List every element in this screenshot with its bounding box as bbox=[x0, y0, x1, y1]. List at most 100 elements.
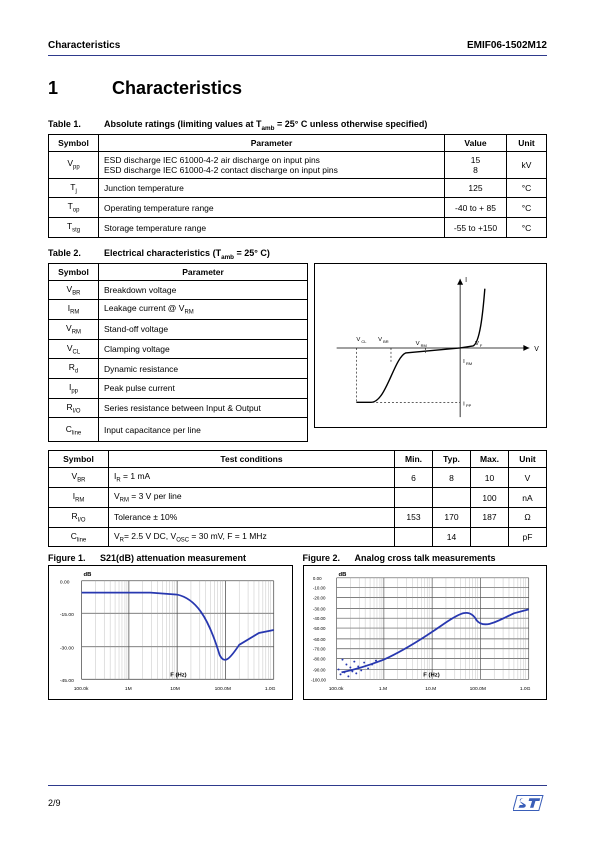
cell-cond: VRM = 3 V per line bbox=[109, 488, 395, 508]
chart1-xlabel: F (Hz) bbox=[170, 673, 186, 679]
table-row: Vpp ESD discharge IEC 61000-4-2 air disc… bbox=[49, 151, 547, 178]
cell-value: 125 bbox=[445, 178, 507, 198]
ytick: -70.00 bbox=[312, 647, 325, 652]
cell-unit: °C bbox=[507, 178, 547, 198]
ytick: -15.00 bbox=[60, 612, 74, 618]
cell-typ bbox=[433, 488, 471, 508]
cell-typ: 8 bbox=[433, 468, 471, 488]
table-row: Top Operating temperature range -40 to +… bbox=[49, 198, 547, 218]
ytick: -10.00 bbox=[312, 586, 325, 591]
col-symbol: Symbol bbox=[49, 263, 99, 280]
ytick: -20.00 bbox=[312, 596, 325, 601]
cell-value: 158 bbox=[445, 151, 507, 178]
cell-parameter: Clamping voltage bbox=[99, 339, 308, 359]
cell-max bbox=[471, 527, 509, 547]
cell-symbol: Rd bbox=[49, 359, 99, 379]
cell-symbol: Tstg bbox=[49, 218, 99, 238]
table1-caption-text: Absolute ratings (limiting values at Tam… bbox=[104, 119, 427, 129]
cell-symbol: RI/O bbox=[49, 398, 99, 418]
crosstalk-chart: dB 0.00 -10.00 -20.00 -30.00 bbox=[304, 566, 547, 699]
cell-symbol: VRM bbox=[49, 320, 99, 340]
col-max: Max. bbox=[471, 451, 509, 468]
cell-value: -55 to +150 bbox=[445, 218, 507, 238]
cell-parameter: Junction temperature bbox=[99, 178, 445, 198]
table2-caption-text: Electrical characteristics (Tamb = 25° C… bbox=[104, 248, 270, 258]
cell-min bbox=[395, 527, 433, 547]
col-conditions: Test conditions bbox=[109, 451, 395, 468]
table-row: RdDynamic resistance bbox=[49, 359, 308, 379]
xtick: 100.0k bbox=[74, 686, 89, 692]
xtick: 1M bbox=[125, 686, 132, 692]
cell-symbol: Ipp bbox=[49, 379, 99, 399]
ytick: -45.00 bbox=[60, 678, 74, 684]
chart2-ylabel: dB bbox=[338, 572, 346, 578]
chart1-trace bbox=[82, 593, 274, 660]
figure1-chart: dB 0.00 -15.00 -30.00 -45.00 100.0k 1M bbox=[48, 565, 293, 700]
figure2-chart: dB 0.00 -10.00 -20.00 -30.00 bbox=[303, 565, 548, 700]
cell-symbol: IRM bbox=[49, 300, 99, 320]
table-row: VCLClamping voltage bbox=[49, 339, 308, 359]
cell-parameter: Dynamic resistance bbox=[99, 359, 308, 379]
cell-max: 100 bbox=[471, 488, 509, 508]
header-right: EMIF06-1502M12 bbox=[467, 40, 547, 51]
col-typ: Typ. bbox=[433, 451, 471, 468]
s21-attenuation-chart: dB 0.00 -15.00 -30.00 -45.00 100.0k 1M bbox=[49, 566, 292, 699]
xtick: 100.0M bbox=[215, 686, 231, 692]
cell-unit: kV bbox=[507, 151, 547, 178]
cell-symbol: VCL bbox=[49, 339, 99, 359]
col-symbol: Symbol bbox=[49, 134, 99, 151]
ytick: 0.00 bbox=[312, 576, 321, 581]
chart1-ylabel: dB bbox=[84, 572, 92, 578]
label-ipp: I bbox=[463, 401, 465, 407]
cell-parameter: Input capacitance per line bbox=[99, 418, 308, 442]
table3: Symbol Test conditions Min. Typ. Max. Un… bbox=[48, 450, 547, 547]
xtick: 10M bbox=[170, 686, 180, 692]
ytick: -30.00 bbox=[60, 646, 74, 652]
cell-symbol: Vpp bbox=[49, 151, 99, 178]
cell-unit: V bbox=[509, 468, 547, 488]
table-row: Tj Junction temperature 125 °C bbox=[49, 178, 547, 198]
cell-cond: VR= 2.5 V DC, VOSC = 30 mV, F = 1 MHz bbox=[109, 527, 395, 547]
cell-parameter: Storage temperature range bbox=[99, 218, 445, 238]
ytick: -90.00 bbox=[312, 668, 325, 673]
cell-unit: nA bbox=[509, 488, 547, 508]
cell-value: -40 to + 85 bbox=[445, 198, 507, 218]
st-logo-icon bbox=[513, 792, 547, 814]
table2: Symbol Parameter VBRBreakdown voltage IR… bbox=[48, 263, 308, 443]
table1-caption: Table 1.Absolute ratings (limiting value… bbox=[48, 119, 547, 132]
cell-min: 153 bbox=[395, 507, 433, 527]
cell-cond: IR = 1 mA bbox=[109, 468, 395, 488]
table-row: VBR IR = 1 mA 6 8 10 V bbox=[49, 468, 547, 488]
cell-symbol: Top bbox=[49, 198, 99, 218]
chart2-trace bbox=[341, 610, 528, 673]
table1-number: Table 1. bbox=[48, 119, 104, 129]
cell-min bbox=[395, 488, 433, 508]
table-row: Cline VR= 2.5 V DC, VOSC = 30 mV, F = 1 … bbox=[49, 527, 547, 547]
cell-unit: °C bbox=[507, 198, 547, 218]
page-footer: 2/9 bbox=[48, 785, 547, 814]
table2-caption: Table 2.Electrical characteristics (Tamb… bbox=[48, 248, 547, 261]
col-parameter: Parameter bbox=[99, 134, 445, 151]
col-parameter: Parameter bbox=[99, 263, 308, 280]
section-title: Characteristics bbox=[112, 78, 242, 98]
table-row: Tstg Storage temperature range -55 to +1… bbox=[49, 218, 547, 238]
axis-i-label: I bbox=[465, 276, 467, 283]
cell-parameter: ESD discharge IEC 61000-4-2 air discharg… bbox=[99, 151, 445, 178]
svg-text:BR: BR bbox=[383, 339, 389, 344]
svg-text:PP: PP bbox=[466, 403, 472, 408]
cell-max: 10 bbox=[471, 468, 509, 488]
table-row: VRMStand-off voltage bbox=[49, 320, 308, 340]
cell-symbol: IRM bbox=[49, 488, 109, 508]
figure2-caption: Figure 2.Analog cross talk measurements bbox=[303, 553, 548, 563]
table-header-row: Symbol Parameter Value Unit bbox=[49, 134, 547, 151]
xtick: 1.0G bbox=[265, 686, 276, 692]
ytick: -100.00 bbox=[310, 677, 326, 682]
ytick: -50.00 bbox=[312, 626, 325, 631]
cell-symbol: Cline bbox=[49, 418, 99, 442]
cell-parameter: Peak pulse current bbox=[99, 379, 308, 399]
cell-symbol: RI/O bbox=[49, 507, 109, 527]
table-row: IRM VRM = 3 V per line 100 nA bbox=[49, 488, 547, 508]
col-min: Min. bbox=[395, 451, 433, 468]
cell-cond: Tolerance ± 10% bbox=[109, 507, 395, 527]
ytick: -40.00 bbox=[312, 616, 325, 621]
